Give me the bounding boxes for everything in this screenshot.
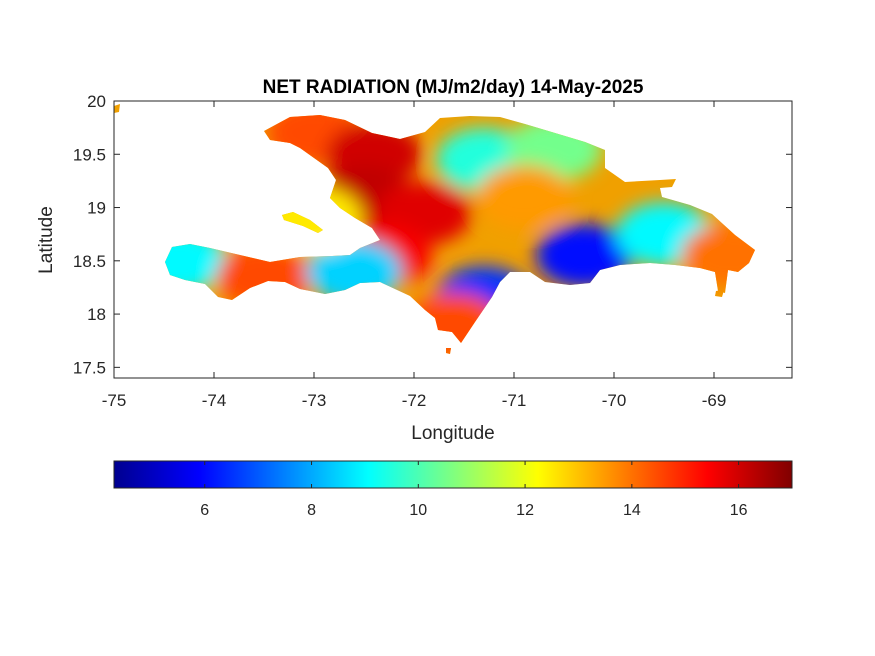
colorbar-tick-label: 16: [730, 502, 748, 519]
y-tick-label: 19.5: [73, 145, 106, 164]
radiation-zone: [681, 223, 755, 288]
colorbar-tick-label: 8: [307, 502, 316, 519]
x-tick-label: -71: [502, 391, 527, 410]
y-axis-label: Latitude: [36, 206, 57, 274]
radiation-zone: [266, 186, 362, 251]
x-tick-label: -72: [402, 391, 427, 410]
y-tick-label: 19: [87, 199, 106, 218]
radiation-zone: [216, 244, 312, 309]
y-tick-label: 18: [87, 305, 106, 324]
colorbar-ticks: 6 8 10 12 14 16: [200, 461, 748, 519]
x-axis-ticks: -75 -74 -73 -72 -71 -70 -69: [102, 101, 727, 410]
colorbar-tick-label: 12: [516, 502, 534, 519]
chart-title: NET RADIATION (MJ/m2/day) 14-May-2025: [263, 77, 644, 98]
y-axis-ticks: 17.5 18 18.5 19 19.5 20: [73, 92, 792, 377]
radiation-zone: [306, 239, 402, 304]
y-tick-label: 18.5: [73, 252, 106, 271]
x-tick-label: -73: [302, 391, 327, 410]
colorbar-tick-label: 10: [409, 502, 427, 519]
plot-frame: [113, 100, 793, 379]
colorbar-tick-label: 14: [623, 502, 641, 519]
colorbar-tick-label: 6: [200, 502, 209, 519]
x-axis-label: Longitude: [411, 423, 494, 444]
x-tick-label: -74: [202, 391, 227, 410]
x-tick-label: -69: [702, 391, 727, 410]
radiation-field: [114, 104, 755, 354]
radiation-zone: [476, 164, 572, 229]
radiation-zones: [131, 104, 755, 354]
radiation-zone: [131, 228, 227, 293]
y-tick-label: 20: [87, 92, 106, 111]
colorbar: [113, 460, 793, 489]
y-tick-label: 17.5: [73, 358, 106, 377]
x-tick-label: -70: [602, 391, 627, 410]
x-tick-label: -75: [102, 391, 127, 410]
radiation-zone: [406, 292, 502, 354]
